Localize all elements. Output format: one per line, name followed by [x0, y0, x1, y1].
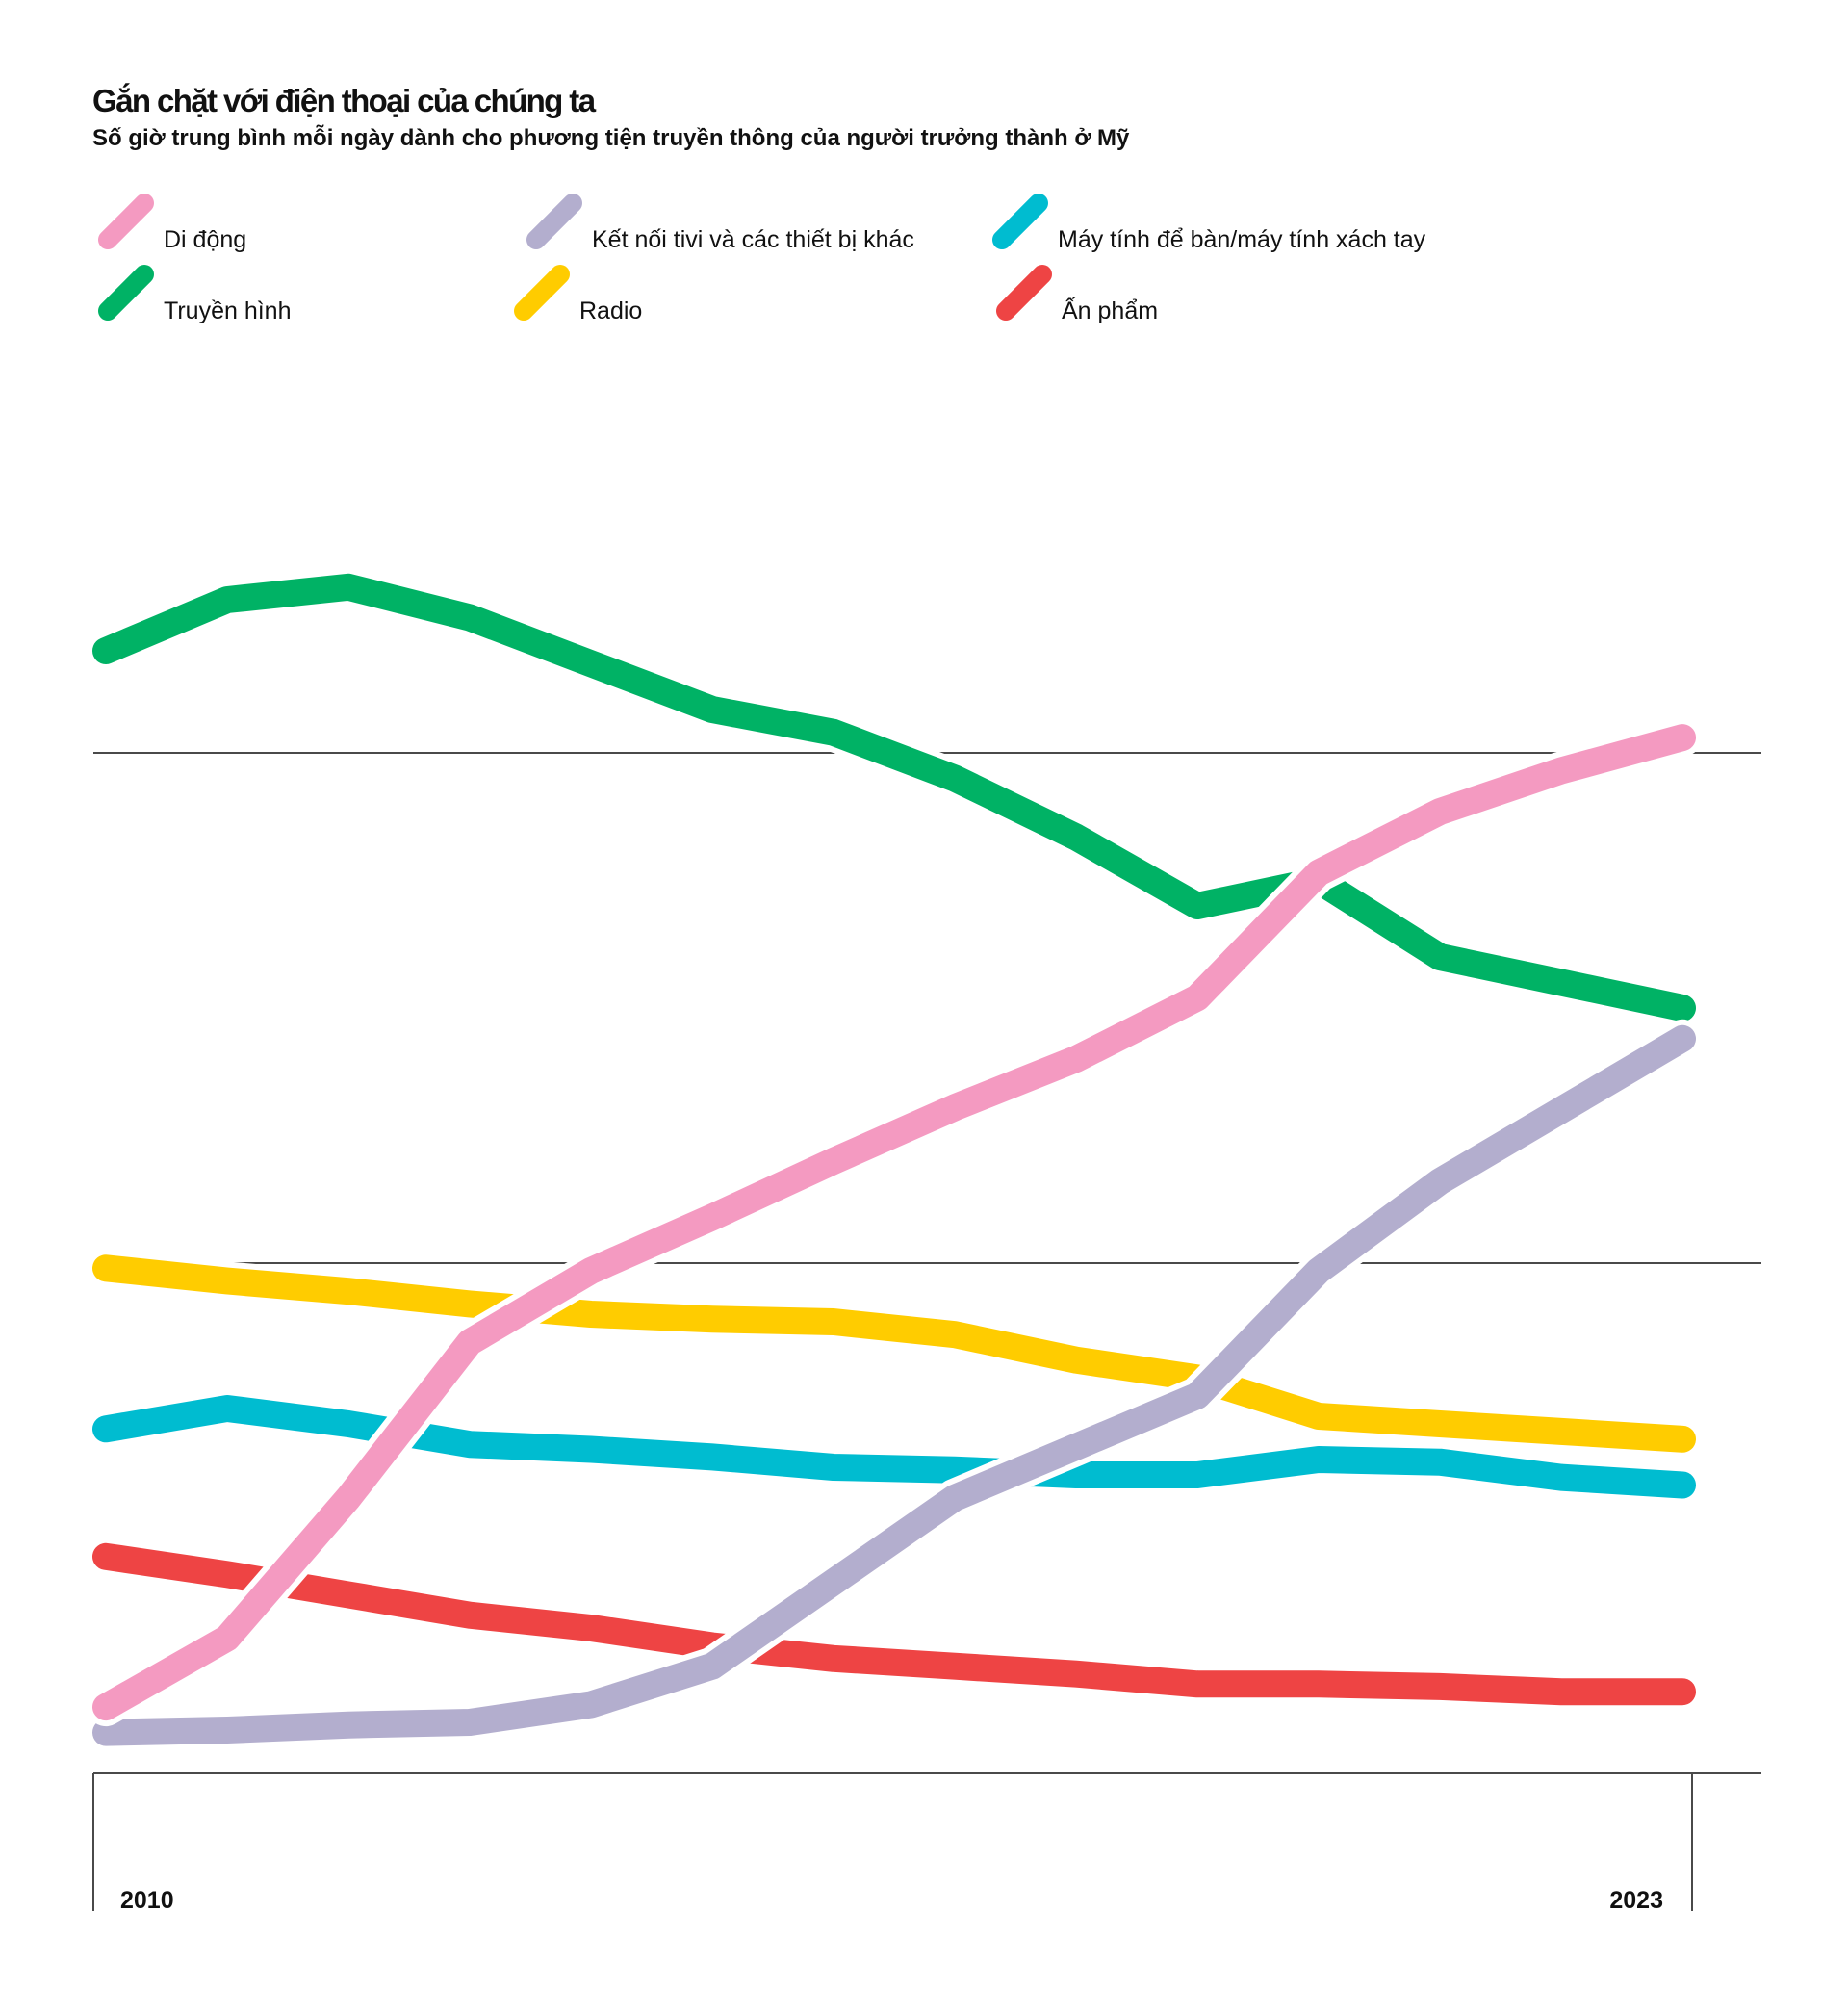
series-3 — [106, 1557, 1682, 1692]
x-tick-label-0: 2010 — [120, 1887, 174, 1914]
line-chart: 2010 2023 — [0, 0, 1848, 1990]
x-tick-label-1: 2023 — [1609, 1887, 1663, 1914]
